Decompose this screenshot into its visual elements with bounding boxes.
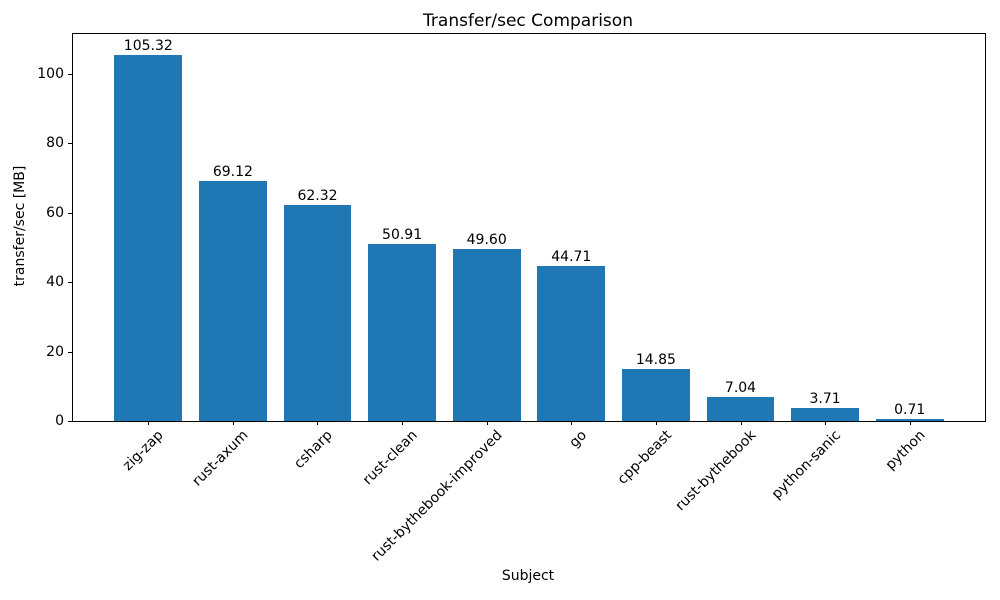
y-tick-label: 40 — [46, 274, 64, 291]
bar-zig-zap — [114, 55, 183, 421]
y-tick-label: 0 — [55, 413, 64, 429]
bar-value-label: 44.71 — [551, 248, 592, 265]
y-tick-mark — [68, 143, 72, 145]
bar-value-label: 49.60 — [466, 231, 507, 248]
x-tick-mark — [740, 421, 742, 425]
x-tick-mark — [148, 421, 150, 425]
x-tick-label-zig-zap: zig-zap — [120, 427, 167, 474]
x-tick-mark — [571, 421, 573, 425]
x-tick-mark — [402, 421, 404, 425]
x-tick-label-python-sanic: python-sanic — [768, 427, 844, 503]
x-tick-label-csharp: csharp — [291, 427, 337, 472]
bar-value-label: 62.32 — [297, 187, 338, 204]
x-tick-label-rust-bythebook-improved: rust-bythebook-improved — [368, 427, 506, 565]
bar-rust-bythebook-improved — [452, 248, 521, 421]
x-tick-mark — [232, 421, 234, 425]
bar-value-label: 7.04 — [724, 379, 757, 396]
chart-title: Transfer/sec Comparison — [423, 11, 633, 31]
y-tick-mark — [68, 351, 72, 353]
bar-rust-axum — [199, 180, 267, 421]
bar-python-sanic — [791, 408, 859, 421]
bar-csharp — [283, 204, 352, 421]
bar-rust-clean — [368, 244, 436, 421]
x-tick-mark — [486, 421, 488, 425]
y-tick-label: 80 — [46, 135, 64, 152]
x-tick-mark — [317, 421, 319, 425]
x-tick-mark — [909, 421, 911, 425]
x-tick-label-rust-bythebook: rust-bythebook — [672, 427, 760, 515]
y-tick-label: 60 — [46, 204, 64, 221]
x-tick-label-python: python — [882, 427, 929, 474]
x-tick-label-rust-clean: rust-clean — [359, 427, 421, 489]
plot-area: 105.32 69.12 62.32 50.91 49.60 44.71 14.85 7.04… — [37, 33, 986, 428]
bar-value-label: 50.91 — [382, 227, 423, 244]
y-tick-label: 20 — [46, 343, 64, 360]
y-tick-mark — [68, 421, 72, 422]
bar-go — [537, 265, 606, 421]
x-tick-mark — [655, 421, 657, 425]
y-tick-label: 100 — [37, 65, 64, 82]
bar-python — [875, 418, 944, 421]
x-axis-label: Subject — [501, 568, 555, 584]
bar-rust-bythebook — [706, 396, 775, 421]
y-axis-label: transfer/sec [MB] — [12, 165, 28, 287]
bar-value-label: 14.85 — [635, 352, 676, 369]
x-tick-label-rust-axum: rust-axum — [189, 427, 252, 490]
bar-value-label: 0.71 — [894, 401, 926, 418]
x-tick-label-cpp-beast: cpp-beast — [614, 427, 675, 488]
bar-cpp-beast — [622, 369, 690, 421]
bar-value-label: 105.32 — [123, 38, 173, 55]
bar-value-label: 69.12 — [212, 163, 253, 180]
y-tick-mark — [68, 282, 72, 284]
bar-value-label: 3.71 — [809, 391, 841, 408]
y-tick-mark — [68, 212, 72, 214]
x-tick-label-go: go — [566, 427, 590, 451]
y-tick-mark — [68, 73, 72, 75]
x-tick-mark — [825, 421, 827, 425]
